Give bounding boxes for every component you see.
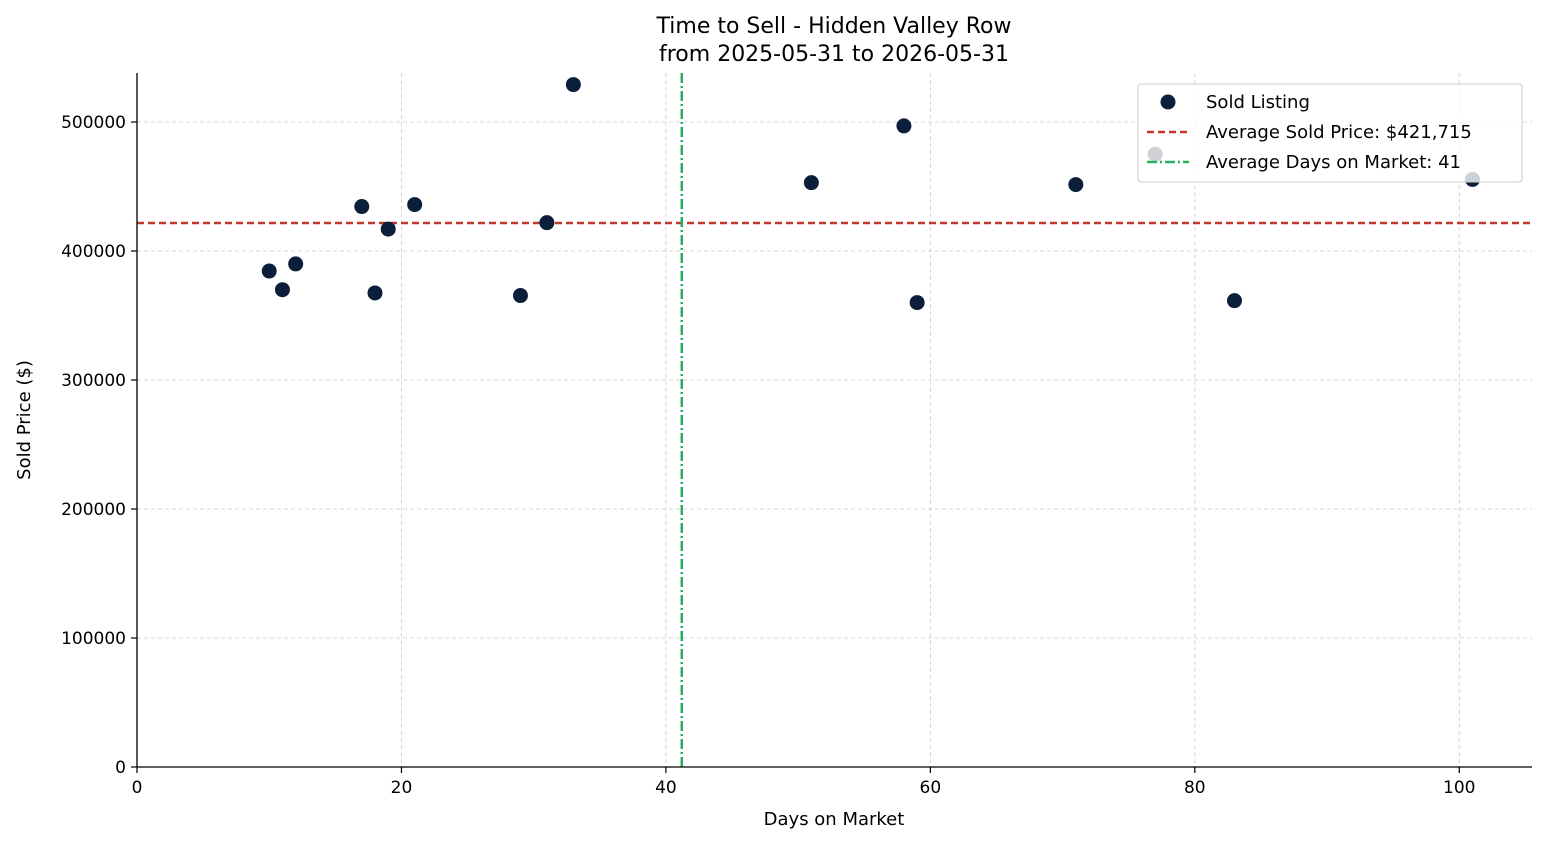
data-point	[261, 263, 277, 279]
axes	[136, 73, 1532, 768]
ticks: 0 20 40 60 80 100 0 100000 200000 300000 400000 500…	[61, 113, 1475, 798]
data-point	[539, 215, 555, 231]
data-points	[261, 77, 1480, 311]
data-point	[274, 282, 290, 298]
legend-marker-sold-listing	[1160, 94, 1176, 110]
data-point	[380, 221, 396, 237]
y-axis-label: Sold Price ($)	[14, 360, 35, 480]
reference-lines	[137, 73, 1532, 767]
data-point	[1068, 177, 1084, 193]
data-point	[367, 285, 383, 301]
x-tick-label: 40	[655, 778, 677, 798]
y-tick-label: 400000	[61, 242, 126, 262]
data-point	[565, 77, 581, 93]
y-tick-label: 100000	[61, 629, 126, 649]
data-point	[1226, 293, 1242, 309]
legend-label-average-price: Average Sold Price: $421,715	[1206, 122, 1472, 143]
y-tick-label: 300000	[61, 371, 126, 391]
data-point	[512, 288, 528, 304]
y-tick-label: 500000	[61, 113, 126, 133]
x-tick-label: 0	[132, 778, 143, 798]
legend: Sold Listing Average Sold Price: $421,71…	[1137, 83, 1523, 183]
legend-label-sold-listing: Sold Listing	[1206, 92, 1310, 113]
x-tick-label: 80	[1184, 778, 1206, 798]
data-point	[909, 295, 925, 311]
x-axis-label: Days on Market	[764, 809, 905, 830]
legend-box	[1137, 83, 1523, 183]
y-tick-label: 200000	[61, 500, 126, 520]
x-tick-label: 60	[920, 778, 942, 798]
data-point	[407, 197, 423, 213]
data-point	[896, 118, 912, 134]
data-point	[288, 256, 304, 272]
y-tick-label: 0	[115, 758, 126, 778]
chart-subtitle: from 2025-05-31 to 2026-05-31	[659, 42, 1009, 67]
data-point	[354, 199, 370, 215]
x-tick-label: 20	[391, 778, 413, 798]
x-tick-label: 100	[1443, 778, 1475, 798]
chart-title: Time to Sell - Hidden Valley Row	[656, 14, 1012, 39]
legend-label-average-days: Average Days on Market: 41	[1206, 152, 1461, 173]
data-point	[803, 175, 819, 191]
